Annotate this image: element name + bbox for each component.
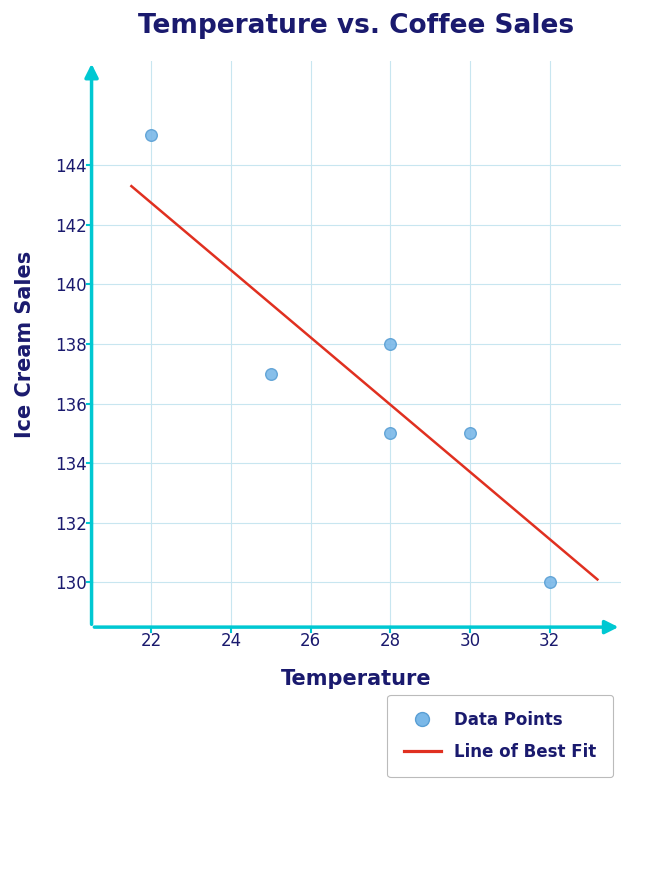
Point bbox=[266, 367, 276, 381]
Point bbox=[146, 129, 156, 143]
Title: Temperature vs. Coffee Sales: Temperature vs. Coffee Sales bbox=[139, 13, 574, 39]
Point bbox=[465, 427, 475, 441]
Point bbox=[544, 576, 555, 590]
Point bbox=[385, 427, 396, 441]
Point bbox=[385, 337, 396, 351]
Y-axis label: Ice Cream Sales: Ice Cream Sales bbox=[16, 251, 35, 437]
X-axis label: Temperature: Temperature bbox=[281, 670, 432, 690]
Legend: Data Points, Line of Best Fit: Data Points, Line of Best Fit bbox=[387, 695, 613, 777]
